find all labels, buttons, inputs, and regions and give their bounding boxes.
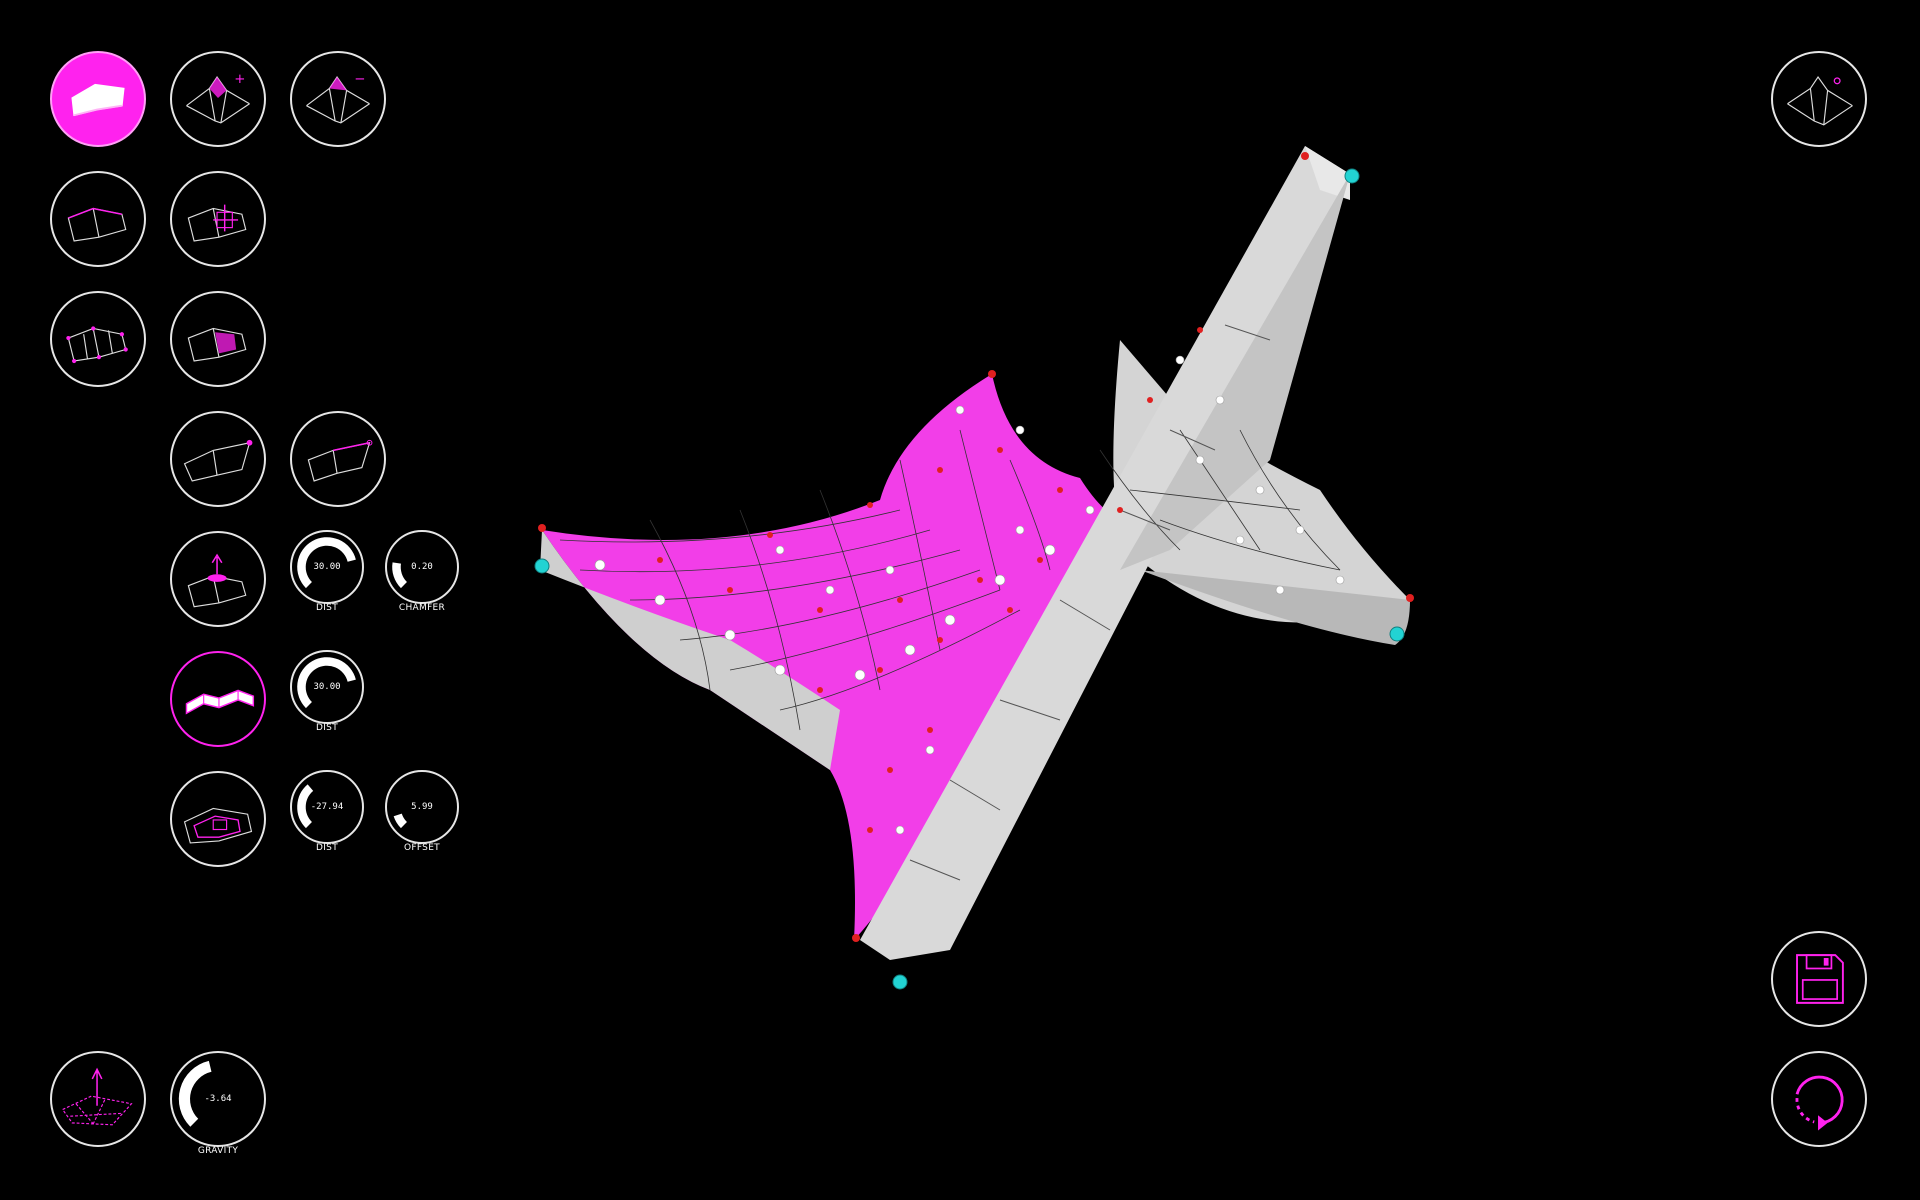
- remove-subdivision-button[interactable]: −: [290, 51, 386, 147]
- thicken-dist-dial[interactable]: 30.00 DIST: [290, 650, 364, 733]
- dial-value: 30.00: [313, 682, 341, 692]
- model-viewport[interactable]: [480, 130, 1460, 1010]
- membrane-surface: [534, 146, 1414, 990]
- surface-mode-button[interactable]: [50, 51, 146, 147]
- mesh-gravity-icon: [61, 1067, 133, 1126]
- dial-value: 30.00: [313, 562, 341, 572]
- inset-dist-dial[interactable]: -27.94 DIST: [290, 770, 364, 853]
- plus-symbol: +: [234, 72, 245, 87]
- dial-fill-arc: [297, 657, 356, 709]
- mesh-view-icon: [1787, 76, 1853, 126]
- minus-symbol: −: [354, 72, 365, 87]
- dial-value: -3.64: [204, 1094, 232, 1104]
- dial-fill-arc: [393, 813, 408, 829]
- save-button[interactable]: [1771, 931, 1867, 1027]
- dial-arc: [178, 1060, 212, 1127]
- mesh-pin-icon: [183, 439, 253, 482]
- dial-label: DIST: [316, 603, 338, 613]
- dial-fill-arc: [297, 784, 314, 829]
- dial-fill-arc: [392, 562, 408, 589]
- refresh-icon: [1795, 1075, 1844, 1131]
- thicken-button[interactable]: [170, 651, 266, 747]
- add-subdivision-button[interactable]: +: [170, 51, 266, 147]
- gravity-button[interactable]: [50, 1051, 146, 1147]
- dial-label: OFFSET: [404, 843, 440, 853]
- mesh-face-icon: [187, 327, 247, 362]
- mesh-extrude-icon: [187, 553, 247, 608]
- mesh-node-icon: [66, 326, 128, 364]
- dial-label: DIST: [316, 843, 338, 853]
- dial-label: GRAVITY: [197, 1146, 239, 1156]
- mesh-minus-icon: −: [306, 72, 370, 124]
- mesh-plus-icon: +: [186, 72, 250, 124]
- edge-select-button[interactable]: [50, 171, 146, 267]
- gravity-dial[interactable]: -3.64 GRAVITY: [170, 1051, 266, 1156]
- inset-button[interactable]: [170, 771, 266, 867]
- extrude-chamfer-dial[interactable]: 0.20 CHAMFER: [385, 530, 459, 613]
- surface-panel-icon: [71, 83, 125, 117]
- reset-button[interactable]: [1771, 1051, 1867, 1147]
- face-select-button[interactable]: [170, 291, 266, 387]
- extrude-panel-button[interactable]: [170, 531, 266, 627]
- floppy-disk-icon: [1796, 954, 1844, 1004]
- dial-label: DIST: [316, 723, 338, 733]
- dial-arc: [297, 537, 356, 589]
- view-3d-button[interactable]: [1771, 51, 1867, 147]
- mesh-cable-icon: [307, 439, 373, 482]
- dial-arc: [392, 562, 408, 589]
- dial-value: -27.94: [310, 802, 344, 812]
- pin-corner-button[interactable]: [170, 411, 266, 507]
- dial-value: 0.20: [411, 562, 433, 572]
- dial-label: CHAMFER: [398, 603, 446, 613]
- mesh-move-icon: [187, 204, 247, 242]
- mesh-edge-icon: [67, 207, 127, 242]
- inset-offset-dial[interactable]: 5.99 OFFSET: [385, 770, 459, 853]
- dial-arc: [297, 657, 356, 709]
- mesh-thicken-icon: [185, 689, 255, 715]
- mesh-inset-icon: [183, 807, 253, 844]
- dial-fill-arc: [297, 537, 356, 589]
- node-select-button[interactable]: [50, 291, 146, 387]
- dial-arc: [297, 784, 314, 829]
- dial-fill-arc: [178, 1060, 212, 1127]
- dial-value: 5.99: [411, 802, 433, 812]
- move-point-button[interactable]: [170, 171, 266, 267]
- dial-arc: [393, 813, 408, 829]
- cable-edge-button[interactable]: [290, 411, 386, 507]
- extrude-dist-dial[interactable]: 30.00 DIST: [290, 530, 364, 613]
